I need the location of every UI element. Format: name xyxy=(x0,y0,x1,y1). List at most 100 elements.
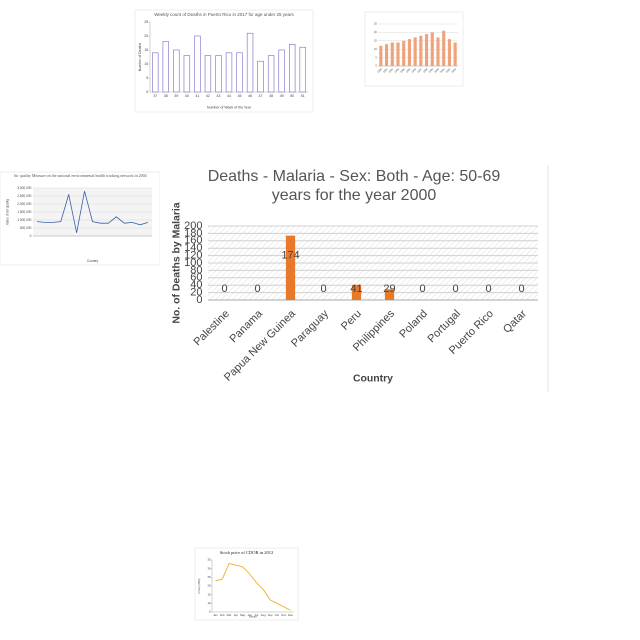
bar xyxy=(289,44,296,93)
x-tick-label: May xyxy=(240,613,246,617)
x-tick-label: 1991 xyxy=(382,67,388,73)
data-label: 41 xyxy=(350,283,362,295)
x-axis-label: Number of Week of the Year xyxy=(207,106,252,110)
data-label: 174 xyxy=(281,250,299,262)
x-tick-label: Oct xyxy=(275,613,280,617)
data-label: 0 xyxy=(254,283,260,295)
chart-background xyxy=(134,9,314,113)
y-tick-label: 25 xyxy=(207,575,211,579)
x-tick-label: 37 xyxy=(153,94,157,98)
y-tick-label: 15 xyxy=(144,48,148,52)
y-tick-label: 30 xyxy=(207,566,211,570)
bar xyxy=(204,55,212,93)
data-label: 0 xyxy=(452,283,458,295)
data-label: 29 xyxy=(383,283,395,295)
x-tick-label: Jul xyxy=(255,613,259,617)
y-tick-label: 80 xyxy=(190,264,202,276)
x-axis-label: Country xyxy=(87,259,99,263)
bar xyxy=(225,52,233,93)
chart-title: Air quality Measure on the national envi… xyxy=(13,173,147,178)
bar xyxy=(447,39,451,66)
y-tick-label: 10 xyxy=(207,601,211,605)
y-axis-label: Number of Deaths xyxy=(138,43,142,72)
bar xyxy=(152,52,159,93)
y-tick-label: 180 xyxy=(184,227,202,239)
y-tick-label: 2,000,000 xyxy=(17,202,31,206)
bar xyxy=(267,55,275,93)
bar xyxy=(299,46,306,93)
y-tick-label: 5 xyxy=(146,76,148,80)
bar xyxy=(246,32,254,93)
x-tick-label: 48 xyxy=(269,94,273,98)
y-tick-label: 140 xyxy=(184,242,202,254)
bar xyxy=(396,42,400,66)
line xyxy=(36,191,149,233)
line xyxy=(215,562,291,611)
x-tick-label: Apr xyxy=(234,613,238,617)
y-tick-label: 10 xyxy=(144,62,148,66)
y-tick-label: 40 xyxy=(190,279,202,291)
y-tick-label: 5 xyxy=(209,610,211,614)
bar xyxy=(385,44,389,66)
bar xyxy=(278,49,285,93)
bar xyxy=(390,42,394,66)
bar xyxy=(183,55,191,93)
y-tick-label: 0 xyxy=(375,65,377,68)
x-tick-label: 45 xyxy=(238,94,242,98)
chart: 5 10 15 20 25 30 35 Month Price (USD) Jan Feb Mar Ap… xyxy=(194,547,299,621)
bar xyxy=(453,42,457,66)
y-axis-label: Price (USD) xyxy=(197,578,201,593)
y-axis-label: Value of air quality xyxy=(6,199,10,225)
x-tick-label: 1998 xyxy=(422,67,428,73)
chart-title: Weekly count of Deaths in Puerto Rico in… xyxy=(154,12,294,17)
x-tick-label: 50 xyxy=(290,94,294,98)
bar xyxy=(407,39,411,66)
x-tick-label: 40 xyxy=(185,94,189,98)
bar xyxy=(419,35,423,66)
x-tick-label: 1990 xyxy=(377,67,383,73)
x-tick-label: Mar xyxy=(227,613,232,617)
x-tick-label: 42 xyxy=(206,94,210,98)
data-label: 0 xyxy=(485,283,491,295)
x-tick-label: 49 xyxy=(280,94,284,98)
bar xyxy=(402,40,406,66)
bar xyxy=(173,49,180,93)
y-tick-label: 120 xyxy=(184,250,202,262)
x-tick-label: 38 xyxy=(164,94,168,98)
y-tick-label: 25 xyxy=(144,20,148,24)
x-tick-label: Jun xyxy=(247,613,252,617)
y-tick-label: 0 xyxy=(146,90,148,94)
y-tick-label: 35 xyxy=(207,558,211,562)
x-tick-label: 47 xyxy=(259,94,263,98)
x-tick-label: 39 xyxy=(174,94,178,98)
bar xyxy=(194,35,201,93)
bar xyxy=(442,30,446,66)
y-tick-label: 60 xyxy=(190,272,202,284)
bar xyxy=(430,32,434,66)
bar xyxy=(425,34,429,66)
x-tick-label: 1993 xyxy=(394,67,400,73)
bar xyxy=(379,45,383,66)
bar xyxy=(351,284,362,300)
x-tick-label: 2002 xyxy=(445,67,451,73)
bar xyxy=(215,55,222,93)
data-label: 0 xyxy=(518,283,524,295)
x-tick-label: Feb xyxy=(220,613,225,617)
x-tick-label: 44 xyxy=(227,94,231,98)
x-tick-label: Jan xyxy=(213,613,218,617)
y-tick-label: 2,500,000 xyxy=(17,194,31,198)
data-label: 0 xyxy=(221,283,227,295)
x-tick-label: 1992 xyxy=(388,67,394,73)
x-tick-label: 41 xyxy=(195,94,199,98)
y-tick-label: 20 xyxy=(144,34,148,38)
x-tick-label: 51 xyxy=(301,94,305,98)
x-tick-label: Nov xyxy=(281,613,287,617)
y-tick-label: 500,000 xyxy=(20,226,32,230)
y-tick-label: 160 xyxy=(184,235,202,247)
x-tick-label: 2000 xyxy=(434,67,440,73)
x-tick-label: 1999 xyxy=(428,67,434,73)
x-tick-label: 2001 xyxy=(440,67,446,73)
y-tick-label: 100 xyxy=(184,257,202,269)
